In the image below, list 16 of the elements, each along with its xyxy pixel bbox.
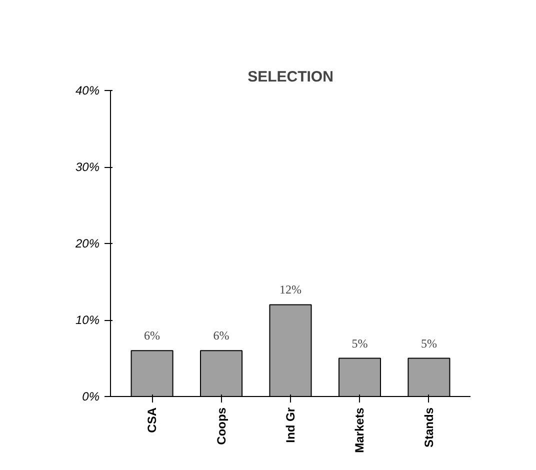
- data-label: 12%: [280, 282, 302, 297]
- y-tick-label: 10%: [75, 313, 100, 327]
- x-tick-label: Ind Gr: [284, 407, 298, 443]
- x-tick-label: Stands: [422, 407, 436, 448]
- data-label: 5%: [420, 336, 437, 350]
- y-tick-label: 20%: [74, 236, 100, 250]
- y-tick-label: 0%: [82, 390, 100, 404]
- chart-title: SELECTION: [248, 68, 334, 86]
- x-tick-label: Coops: [214, 407, 228, 445]
- x-tick-label: Markets: [352, 407, 367, 453]
- y-tick-label: 30%: [75, 160, 100, 174]
- data-label: 6%: [213, 328, 230, 343]
- x-tick-label: CSA: [145, 407, 160, 433]
- data-label: 6%: [144, 328, 160, 343]
- y-tick-label: 40%: [75, 84, 100, 98]
- data-label: 5%: [352, 336, 368, 350]
